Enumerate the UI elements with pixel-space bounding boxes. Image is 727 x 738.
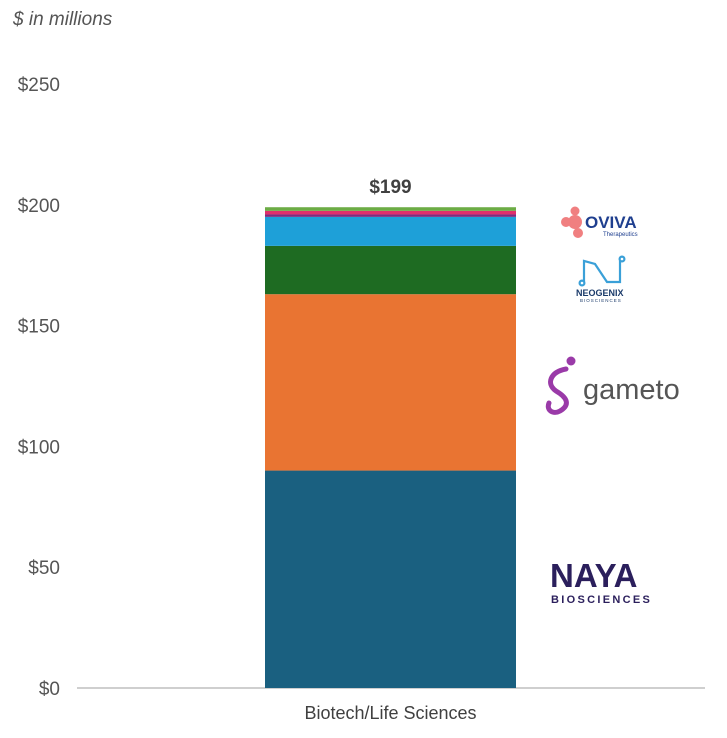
bar-segment-6: [265, 210, 516, 215]
total-label: $199: [369, 177, 411, 198]
x-category-label: Biotech/Life Sciences: [304, 703, 476, 723]
bar-segment-3: [265, 245, 516, 295]
y-tick-label: $50: [28, 558, 60, 579]
neogenix-logo-subtext: BIOSCIENCES: [580, 298, 622, 303]
bar-segment-1: [265, 470, 516, 688]
oviva-logo: OVIVA Therapeutics: [561, 206, 638, 238]
y-tick-label: $200: [18, 196, 60, 217]
bar-segment-4: [265, 216, 516, 246]
oviva-molecule-icon: [561, 206, 583, 238]
bar-segment-7: [265, 207, 516, 211]
bar-segment-2: [265, 294, 516, 471]
gameto-logo-text: gameto: [583, 374, 680, 406]
naya-logo: NAYA BIOSCIENCES: [550, 557, 652, 606]
neogenix-n-icon: [578, 255, 626, 287]
naya-logo-text: NAYA: [550, 557, 637, 594]
unit-label: $ in millions: [13, 9, 113, 30]
oviva-logo-subtext: Therapeutics: [603, 232, 638, 238]
neogenix-logo-text: NEOGENIX: [576, 288, 624, 298]
gameto-s-icon: [545, 356, 576, 415]
y-tick-label: $150: [18, 317, 60, 338]
naya-logo-subtext: BIOSCIENCES: [551, 594, 652, 606]
y-tick-label: $250: [18, 75, 60, 96]
gameto-logo: gameto: [545, 356, 680, 415]
y-tick-label: $0: [39, 679, 60, 700]
neogenix-logo: NEOGENIX BIOSCIENCES: [576, 255, 626, 303]
oviva-logo-text: OVIVA: [585, 213, 637, 232]
y-tick-label: $100: [18, 437, 60, 458]
bar-segment-5: [265, 214, 516, 217]
